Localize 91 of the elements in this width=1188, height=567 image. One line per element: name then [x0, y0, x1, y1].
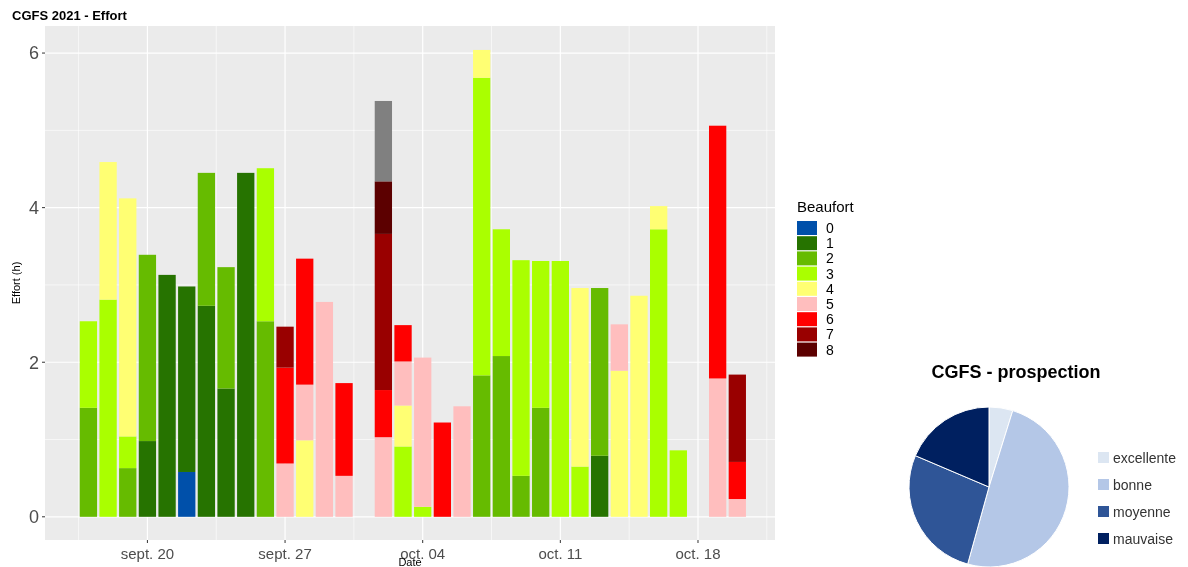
x-tick-label: sept. 20 [120, 545, 175, 562]
y-tick-label: 0 [28, 507, 39, 528]
bar [591, 288, 609, 456]
bar [217, 267, 235, 389]
bar [374, 233, 393, 391]
legend-title: Beaufort [797, 198, 855, 215]
bar [315, 301, 334, 517]
bar [119, 468, 137, 517]
bar [728, 461, 746, 500]
bar [414, 357, 432, 507]
bar [492, 356, 510, 517]
bar [119, 198, 137, 437]
legend-label: bonne [1113, 476, 1153, 493]
bar [512, 260, 530, 476]
bar [394, 325, 412, 362]
legend-label: 2 [826, 250, 834, 267]
legend-label: 6 [826, 311, 834, 328]
x-tick-label: sept. 27 [258, 545, 312, 562]
bar [138, 254, 157, 442]
bar [414, 506, 432, 517]
y-tick-label: 6 [28, 43, 39, 64]
bar [394, 405, 412, 447]
bar [610, 324, 628, 371]
bar [276, 326, 294, 368]
bar [197, 305, 216, 517]
bar [335, 383, 353, 476]
bar [99, 162, 117, 300]
y-tick-label: 2 [28, 352, 39, 373]
legend-label: 1 [826, 235, 834, 252]
bar [394, 446, 412, 517]
bar [374, 390, 393, 438]
bar [197, 172, 216, 306]
bar [296, 258, 314, 385]
bar [178, 286, 196, 472]
x-tick-label: oct. 11 [538, 545, 583, 562]
bar [669, 450, 687, 517]
bar [79, 407, 98, 517]
bar [237, 172, 255, 517]
bar [473, 49, 491, 78]
x-tick-label: oct. 18 [675, 545, 721, 562]
bar [473, 77, 491, 376]
bar [610, 370, 628, 517]
bar [492, 229, 510, 357]
bar [276, 367, 294, 464]
bar [394, 361, 412, 406]
bar [335, 475, 353, 517]
bar [551, 260, 569, 517]
bar [728, 374, 746, 462]
bar [256, 168, 275, 322]
bar [650, 229, 668, 517]
y-axis-title: Effort (h) [10, 261, 22, 305]
legend-label: 4 [826, 280, 834, 297]
legend-label: 3 [826, 265, 834, 282]
bar [571, 466, 589, 517]
bar [433, 422, 452, 517]
bar [591, 455, 609, 517]
bar [79, 321, 98, 408]
legend-label: 8 [826, 341, 834, 358]
bar [630, 295, 648, 517]
bar [571, 288, 589, 467]
bar [709, 125, 727, 379]
bar [138, 441, 157, 517]
bar [532, 260, 550, 408]
legend-label: moyenne [1113, 503, 1171, 520]
bar [99, 299, 117, 517]
bar [276, 463, 294, 517]
bar [158, 274, 176, 517]
bar [532, 407, 550, 517]
bar [296, 440, 314, 517]
legend-label: 0 [826, 219, 834, 236]
legend-label: mauvaise [1113, 530, 1174, 547]
y-tick-label: 4 [28, 197, 39, 218]
legend-label: 7 [826, 326, 834, 343]
chart-title: CGFS 2021 - Effort [12, 8, 128, 23]
bar [374, 437, 393, 517]
chart-title: CGFS - prospection [931, 362, 1101, 382]
bar [473, 375, 491, 517]
bar [374, 181, 393, 234]
bar [296, 384, 314, 441]
legend-label: excellente [1113, 449, 1177, 466]
bar [374, 100, 393, 182]
bar [709, 378, 727, 517]
bar [119, 436, 137, 469]
bar [728, 499, 746, 517]
bar [453, 406, 471, 517]
bar [217, 388, 235, 517]
legend-label: 5 [826, 295, 834, 312]
bar [256, 321, 275, 517]
bar [650, 206, 668, 230]
bar [512, 475, 530, 517]
bar [178, 471, 196, 517]
